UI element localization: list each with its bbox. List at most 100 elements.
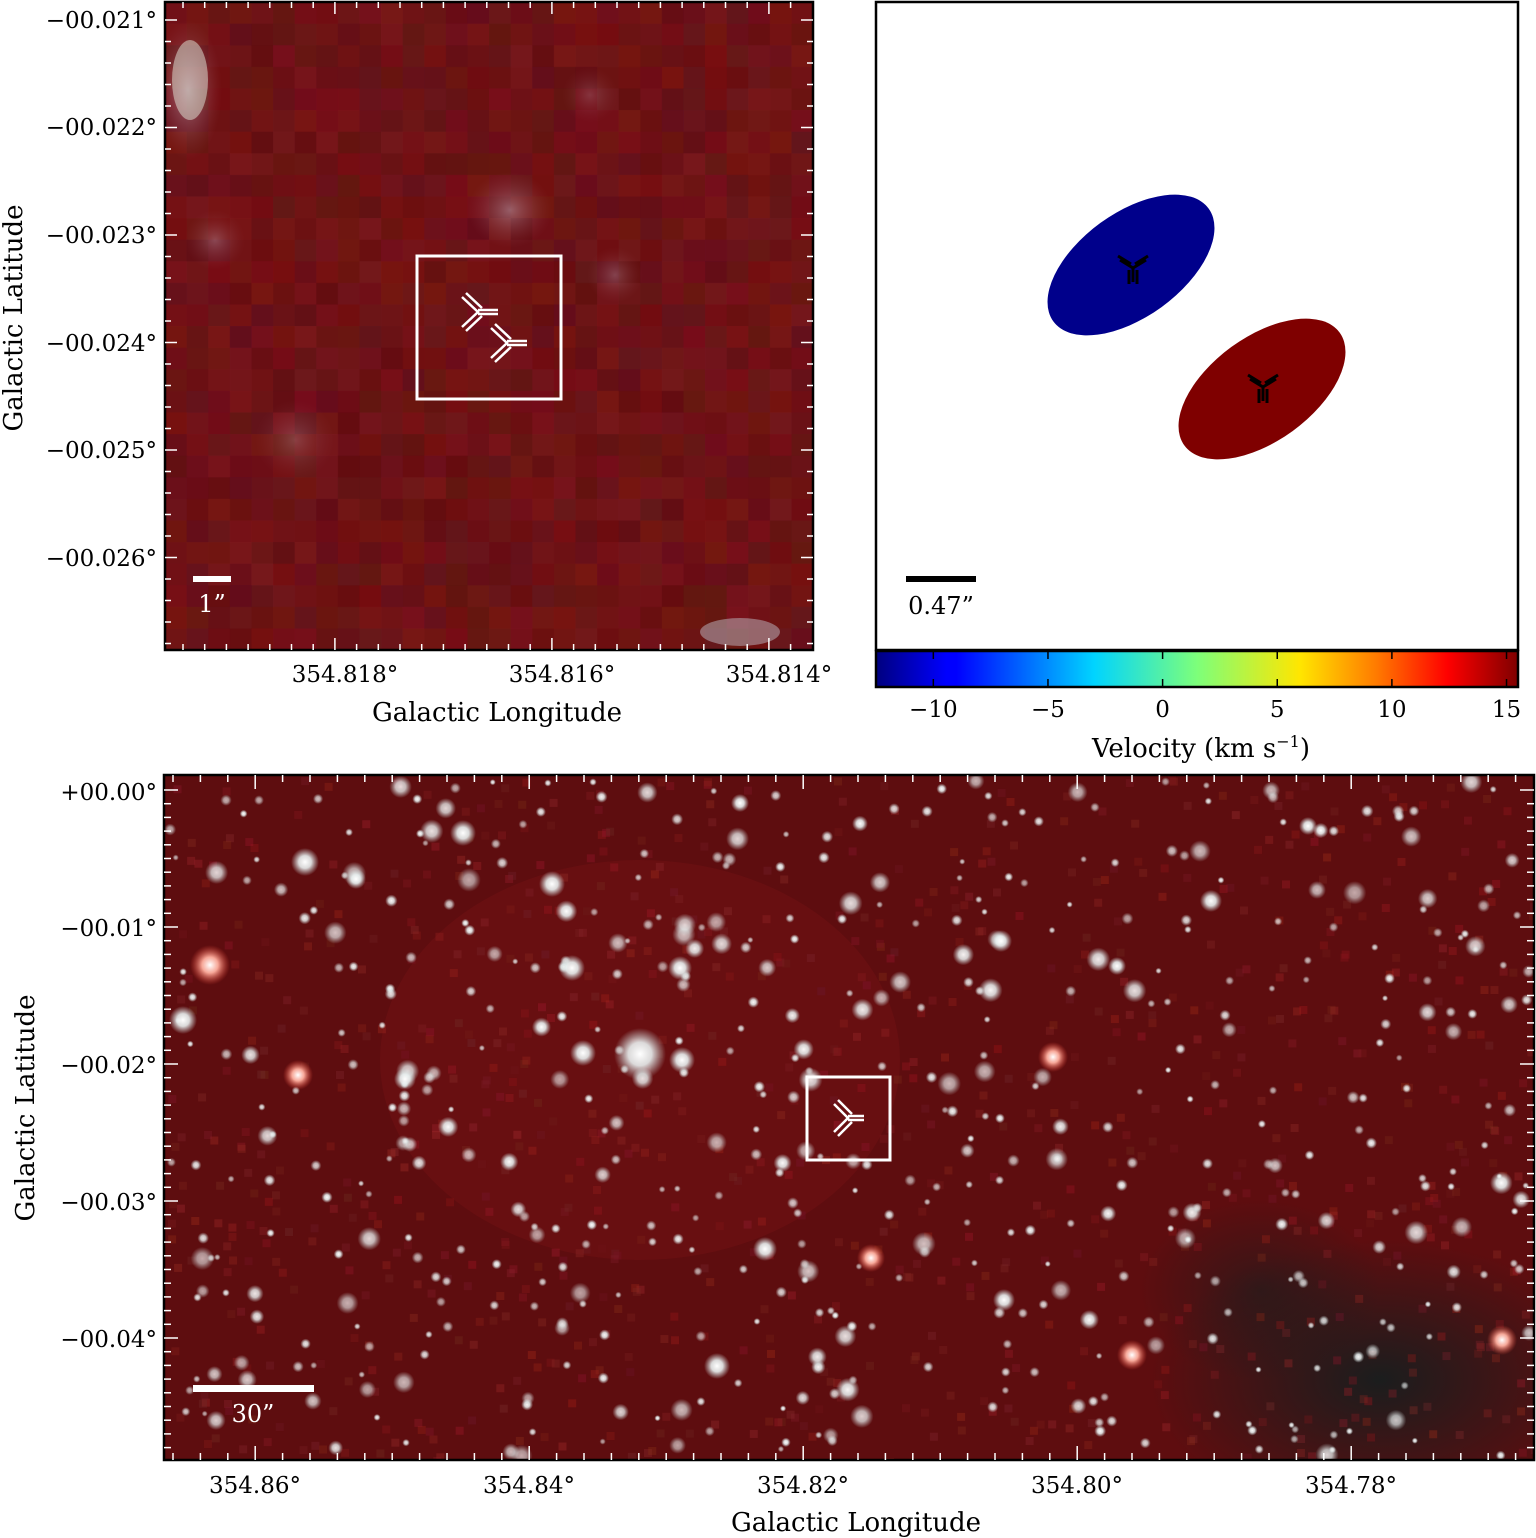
image-pixel bbox=[553, 542, 576, 565]
image-pixel bbox=[553, 218, 576, 241]
noise-pixel bbox=[765, 1417, 774, 1426]
star bbox=[435, 798, 457, 819]
noise-pixel bbox=[1162, 1423, 1171, 1432]
image-pixel bbox=[165, 477, 188, 500]
image-pixel bbox=[683, 520, 706, 543]
image-pixel bbox=[294, 498, 317, 521]
star bbox=[775, 861, 786, 873]
image-pixel bbox=[683, 282, 706, 305]
noise-pixel bbox=[1381, 785, 1390, 794]
image-pixel bbox=[726, 239, 749, 262]
noise-pixel bbox=[559, 1271, 568, 1280]
noise-pixel bbox=[830, 1045, 839, 1054]
star bbox=[1365, 1137, 1377, 1149]
image-pixel bbox=[661, 369, 684, 392]
star bbox=[1268, 984, 1276, 993]
star bbox=[1121, 912, 1134, 925]
noise-pixel bbox=[496, 1292, 505, 1301]
image-pixel bbox=[402, 585, 425, 608]
star bbox=[646, 1220, 657, 1231]
x-tick-label: 354.86° bbox=[209, 1473, 301, 1499]
image-pixel bbox=[165, 563, 188, 586]
image-pixel bbox=[618, 520, 641, 543]
noise-pixel bbox=[1206, 940, 1215, 949]
image-pixel bbox=[791, 261, 813, 284]
star bbox=[1070, 1398, 1087, 1414]
image-pixel bbox=[553, 45, 576, 68]
star bbox=[1223, 1307, 1233, 1318]
noise-pixel bbox=[784, 1170, 793, 1179]
star bbox=[257, 1125, 278, 1146]
image-pixel bbox=[381, 110, 404, 133]
noise-pixel bbox=[1073, 965, 1082, 974]
image-pixel bbox=[402, 153, 425, 176]
noise-pixel bbox=[1260, 876, 1269, 885]
noise-pixel bbox=[418, 1024, 427, 1033]
image-pixel bbox=[489, 369, 512, 392]
image-pixel bbox=[381, 542, 404, 565]
star bbox=[1280, 1188, 1291, 1198]
noise-pixel bbox=[937, 1276, 946, 1285]
star bbox=[1193, 1271, 1202, 1280]
image-pixel bbox=[726, 304, 749, 327]
star bbox=[1004, 872, 1014, 882]
image-pixel bbox=[316, 347, 339, 370]
image-pixel bbox=[467, 2, 490, 25]
noise-pixel bbox=[597, 1129, 606, 1138]
image-pixel bbox=[748, 2, 771, 25]
image-pixel bbox=[791, 110, 813, 133]
noise-pixel bbox=[590, 1370, 599, 1379]
noise-pixel bbox=[385, 1274, 394, 1283]
noise-pixel bbox=[1333, 1356, 1342, 1365]
image-pixel bbox=[640, 23, 663, 46]
noise-pixel bbox=[171, 1347, 180, 1356]
colorbar-tick-label: −10 bbox=[909, 697, 958, 723]
image-pixel bbox=[661, 326, 684, 349]
noise-pixel bbox=[832, 1153, 841, 1162]
image-pixel bbox=[316, 23, 339, 46]
image-pixel bbox=[165, 282, 188, 305]
noise-pixel bbox=[1267, 1016, 1276, 1025]
noise-pixel bbox=[879, 1227, 888, 1236]
noise-pixel bbox=[785, 1063, 794, 1072]
image-pixel bbox=[553, 131, 576, 154]
image-pixel bbox=[661, 174, 684, 197]
image-pixel bbox=[769, 239, 792, 262]
noise-pixel bbox=[605, 1000, 614, 1009]
image-pixel bbox=[445, 110, 468, 133]
star bbox=[396, 1101, 412, 1116]
star bbox=[1445, 1006, 1457, 1018]
image-pixel bbox=[705, 239, 728, 262]
image-pixel bbox=[661, 45, 684, 68]
noise-pixel bbox=[796, 1158, 805, 1167]
star bbox=[253, 856, 261, 863]
image-pixel bbox=[553, 261, 576, 284]
star bbox=[411, 1155, 427, 1171]
image-pixel bbox=[791, 477, 813, 500]
noise-pixel bbox=[1306, 1317, 1315, 1326]
star bbox=[877, 1061, 887, 1072]
noise-pixel bbox=[1412, 1202, 1421, 1211]
star bbox=[220, 794, 232, 806]
noise-pixel bbox=[1495, 1320, 1504, 1329]
image-pixel bbox=[705, 455, 728, 478]
star bbox=[753, 1080, 766, 1093]
image-pixel bbox=[359, 2, 382, 25]
image-pixel bbox=[424, 2, 447, 25]
image-pixel bbox=[337, 239, 360, 262]
star bbox=[1391, 805, 1405, 818]
image-pixel bbox=[229, 477, 252, 500]
star bbox=[685, 939, 705, 959]
image-pixel bbox=[165, 347, 188, 370]
noise-pixel bbox=[316, 1359, 325, 1368]
noise-pixel bbox=[417, 1425, 426, 1434]
image-pixel bbox=[618, 606, 641, 629]
star bbox=[951, 914, 963, 927]
image-pixel bbox=[381, 218, 404, 241]
image-pixel bbox=[381, 369, 404, 392]
noise-pixel bbox=[1499, 967, 1508, 976]
noise-pixel bbox=[397, 1041, 406, 1050]
image-pixel bbox=[769, 282, 792, 305]
star bbox=[214, 1253, 221, 1261]
noise-pixel bbox=[518, 1293, 527, 1302]
